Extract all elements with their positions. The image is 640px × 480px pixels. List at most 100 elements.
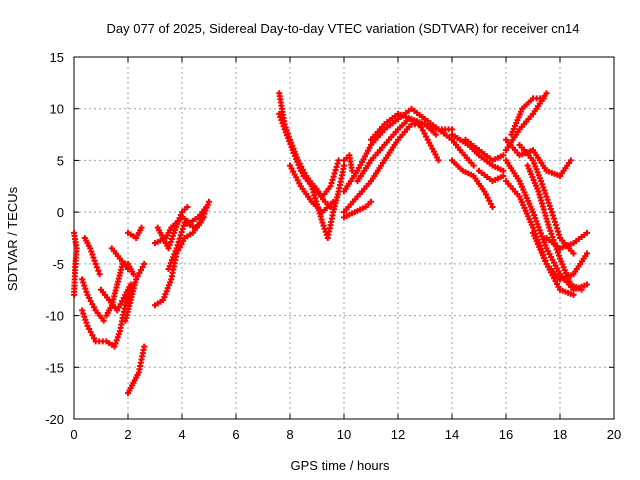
data-point [368, 198, 374, 205]
data-point [421, 130, 428, 137]
data-point [278, 117, 285, 124]
data-point [83, 319, 90, 326]
y-tick-label: -5 [52, 257, 64, 272]
data-point [544, 196, 551, 203]
data-point [538, 178, 545, 185]
data-point [500, 167, 507, 174]
data-point [86, 326, 93, 333]
x-tick-label: 12 [391, 427, 405, 442]
data-point [87, 245, 94, 252]
data-point [578, 286, 585, 293]
data-point [100, 317, 107, 324]
data-point [486, 197, 493, 204]
data-point [82, 316, 89, 323]
data-point [277, 113, 284, 120]
data-point [80, 279, 87, 286]
data-point [279, 120, 286, 127]
data-point [133, 276, 140, 283]
x-tick-label: 6 [232, 427, 239, 442]
series-s16 [276, 110, 347, 241]
y-tick-label: 0 [57, 205, 64, 220]
data-point [532, 215, 539, 222]
data-point [330, 198, 337, 205]
data-point [166, 242, 173, 249]
data-point [553, 246, 560, 253]
y-axis-label: SDTVAR / TECUs [5, 186, 20, 291]
data-point [542, 242, 549, 249]
data-point [540, 236, 547, 243]
data-point [540, 184, 547, 191]
series-s26 [449, 157, 496, 210]
data-point [435, 157, 442, 164]
series-s7 [122, 260, 148, 324]
data-point [331, 170, 338, 177]
data-point [539, 233, 545, 240]
data-point [89, 332, 96, 339]
data-point [534, 221, 541, 228]
data-point [449, 126, 455, 133]
data-point [89, 301, 96, 308]
data-point [327, 183, 334, 190]
data-point [550, 215, 557, 222]
x-tick-label: 10 [337, 427, 351, 442]
data-point [88, 248, 95, 255]
data-point [418, 124, 425, 131]
data-point [137, 267, 144, 274]
x-tick-label: 14 [445, 427, 459, 442]
series-s29 [503, 90, 550, 154]
series-s24 [368, 110, 439, 143]
data-point [500, 172, 507, 179]
data-point [113, 337, 120, 344]
data-point [206, 198, 212, 205]
y-tick-label: -10 [45, 309, 64, 324]
data-point [114, 334, 121, 341]
data-point [168, 236, 175, 243]
data-point [174, 242, 181, 249]
data-point [175, 238, 182, 245]
data-point [82, 285, 89, 292]
data-point [117, 301, 124, 308]
x-axis-label: GPS time / hours [291, 458, 390, 473]
series-s17 [300, 157, 342, 200]
series-s2 [81, 235, 103, 278]
data-point [112, 340, 119, 347]
axis-ticks: 0 2 4 6 8 10 12 14 16 18 20 -20 -15 -10 -5 0 5 10 15 [45, 50, 621, 442]
data-point [484, 194, 491, 201]
data-point [551, 218, 558, 225]
data-point [541, 239, 548, 246]
data-point [319, 219, 326, 226]
data-point [136, 270, 143, 277]
data-point [481, 188, 488, 195]
data-point [335, 157, 342, 164]
data-point [543, 193, 550, 200]
series-s31 [503, 136, 574, 179]
data-point [570, 291, 577, 298]
data-point [91, 257, 98, 264]
data-point [95, 267, 102, 274]
data-point [536, 227, 543, 234]
x-tick-label: 2 [124, 427, 131, 442]
data-point [71, 291, 77, 298]
data-point [169, 232, 176, 239]
data-point [549, 212, 556, 219]
series-s3 [79, 276, 107, 324]
data-point [554, 249, 561, 256]
data-point [111, 343, 118, 350]
data-point [552, 243, 559, 250]
series-s23 [341, 198, 374, 221]
data-point [176, 235, 183, 242]
data-point [179, 225, 186, 232]
data-point [130, 271, 137, 278]
data-point [79, 307, 86, 314]
data-point [184, 203, 191, 210]
data-point [90, 254, 97, 261]
data-point [178, 229, 185, 236]
data-point [81, 282, 88, 289]
data-point [549, 233, 556, 240]
data-point [553, 225, 560, 232]
data-point [87, 298, 94, 305]
series-s36 [530, 229, 590, 283]
data-point [167, 239, 174, 246]
data-point [165, 245, 172, 252]
